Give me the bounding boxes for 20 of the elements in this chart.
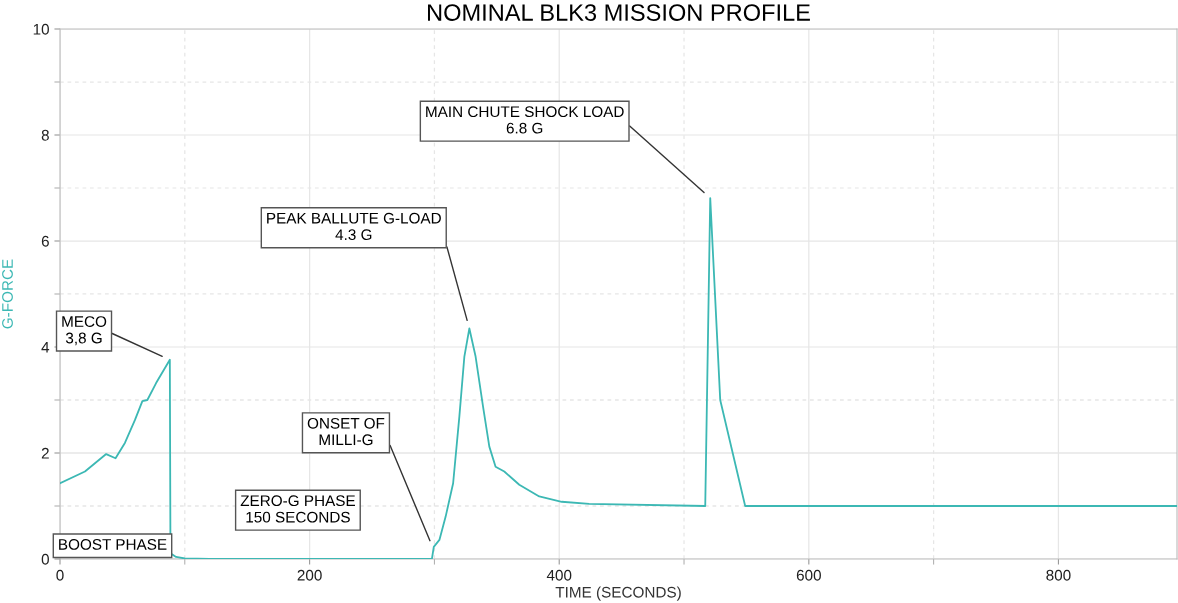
y-tick-label: 4: [41, 342, 50, 353]
x-tick-label: 200: [297, 569, 322, 581]
annotation: PEAK BALLUTE G-LOAD 4.3 G: [267, 212, 441, 241]
y-axis-title: G-FORCE: [2, 259, 13, 329]
x-tick-label: 400: [546, 569, 572, 581]
annotation: ZERO-G PHASE 150 SECONDS: [240, 495, 355, 523]
annotation: ONSET OF MILLI-G: [307, 417, 385, 446]
y-tick-label: 10: [33, 23, 49, 35]
x-tick-label: 0: [56, 569, 64, 581]
x-tick-label: 800: [1046, 569, 1071, 581]
y-tick-label: 2: [41, 447, 49, 459]
annotation: MECO 3,8 G: [62, 316, 107, 346]
x-axis-title: TIME (SECONDS): [555, 586, 681, 601]
y-tick-label: 6: [41, 235, 49, 247]
x-tick-label: 600: [796, 569, 821, 581]
chart-title: NOMINAL BLK3 MISSION PROFILE: [428, 4, 810, 21]
y-tick-label: 0: [41, 553, 49, 565]
y-tick-label: 8: [41, 129, 49, 141]
annotation: MAIN CHUTE SHOCK LOAD 6.8 G: [426, 106, 624, 134]
annotation: BOOST PHASE: [59, 539, 167, 550]
